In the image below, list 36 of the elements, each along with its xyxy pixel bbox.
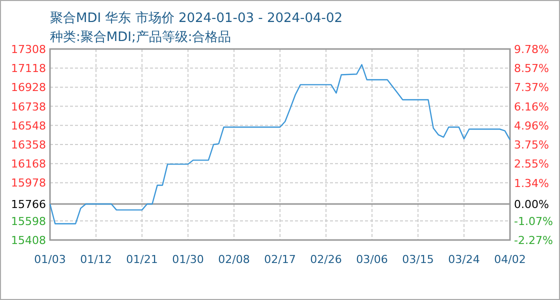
y2-tick-label: 1.34% <box>514 176 549 190</box>
x-tick-label: 04/02 <box>494 253 526 266</box>
y-tick-label: 15978 <box>11 176 46 190</box>
x-tick-label: 02/17 <box>264 253 296 266</box>
line-series <box>49 64 511 224</box>
x-tick-label: 03/06 <box>356 253 388 266</box>
x-tick-label: 01/03 <box>34 253 66 266</box>
y2-tick-label: 0.00% <box>514 198 549 212</box>
y2-tick-label: 3.75% <box>514 138 549 152</box>
y-tick-label: 16928 <box>11 81 46 94</box>
x-tick-label: 02/26 <box>310 253 342 266</box>
y-tick-label: 15408 <box>11 234 46 247</box>
y2-tick-label: -1.07% <box>514 214 553 228</box>
y-tick-label: 17118 <box>11 62 46 76</box>
y2-tick-label: -2.27% <box>514 234 553 247</box>
y2-tick-label: 6.16% <box>514 100 549 114</box>
y-tick-label: 15598 <box>11 214 46 228</box>
chart-title: 聚合MDI 华东 市场价 2024-01-03 - 2024-04-02 <box>50 11 343 26</box>
y-tick-label: 15766 <box>11 198 46 212</box>
y-tick-label: 16548 <box>11 119 46 132</box>
y-tick-label: 16738 <box>11 100 46 114</box>
x-tick-label: 01/30 <box>172 253 204 266</box>
y2-tick-label: 2.55% <box>514 158 549 171</box>
x-tick-label: 02/08 <box>218 253 250 266</box>
y-tick-label: 16168 <box>11 158 46 171</box>
x-tick-label: 03/24 <box>448 253 480 266</box>
x-tick-label: 01/21 <box>126 253 158 266</box>
y-tick-label: 17308 <box>11 43 46 56</box>
y2-tick-label: 4.96% <box>514 119 549 132</box>
y2-tick-label: 7.37% <box>514 81 549 94</box>
y2-tick-label: 8.57% <box>514 62 549 76</box>
y2-tick-label: 9.78% <box>514 43 549 56</box>
chart-subtitle: 种类:聚合MDI;产品等级:合格品 <box>50 30 232 45</box>
x-tick-label: 03/15 <box>402 253 434 266</box>
x-tick-label: 01/12 <box>80 253 112 266</box>
y-tick-label: 16358 <box>11 138 46 152</box>
